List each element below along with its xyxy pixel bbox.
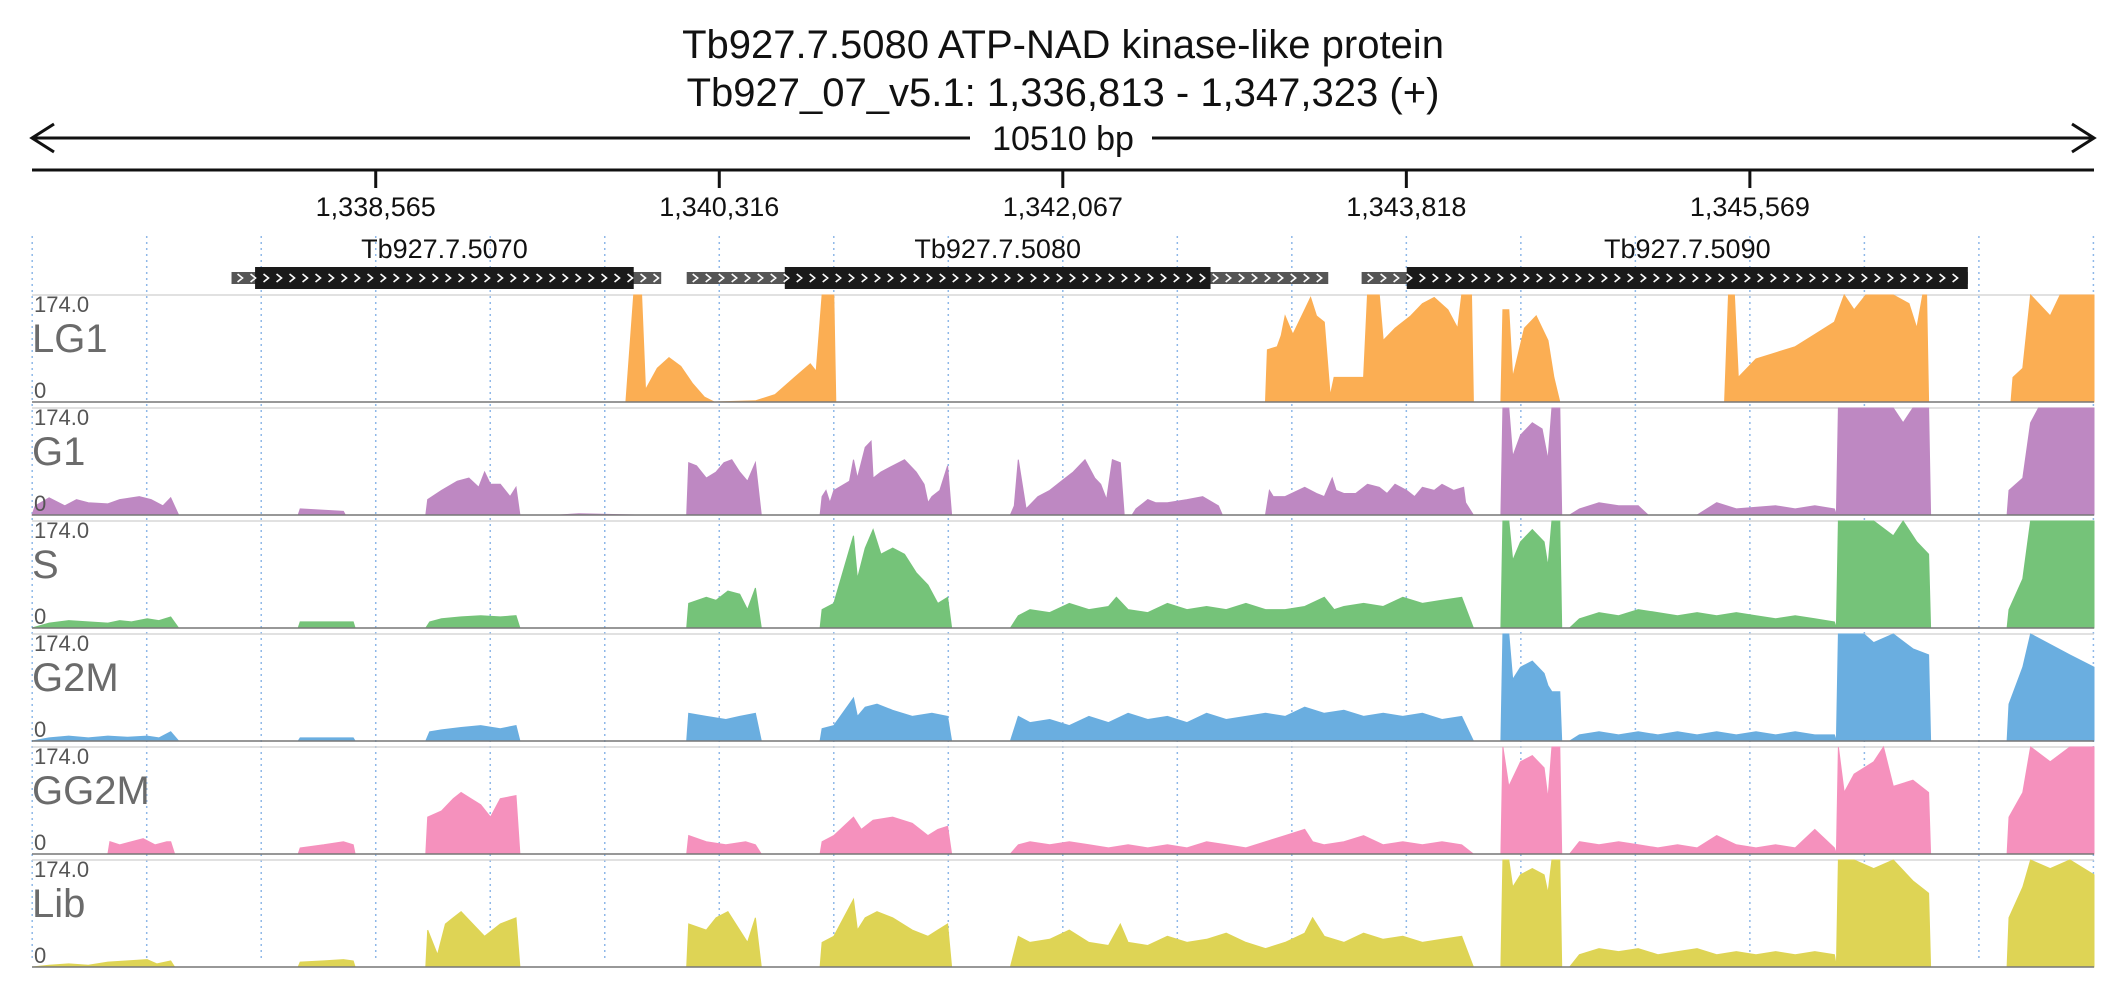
gene-strand-chevrons-1 bbox=[692, 273, 1323, 283]
span-label: 10510 bp bbox=[992, 120, 1134, 158]
coverage-area-Lib bbox=[31, 859, 2095, 968]
coverage-area-GG2M bbox=[32, 745, 2095, 855]
gene-annotations: Tb927.7.5070 Tb927.7.5080 Tb927.7.5090 bbox=[231, 234, 1968, 289]
track-name-3: G2M bbox=[32, 656, 119, 700]
track-max-label-0: 174.0 bbox=[34, 292, 89, 317]
span-arrow-head-left bbox=[29, 122, 55, 154]
track-min-label-5: 0 bbox=[34, 943, 46, 968]
track-min-label-3: 0 bbox=[34, 717, 46, 742]
track-S: 174.0S 0 bbox=[31, 518, 2095, 629]
ruler-tick-label-4: 1,345,569 bbox=[1690, 192, 1810, 222]
track-min-label-1: 0 bbox=[34, 491, 46, 516]
gene-label-0: Tb927.7.5070 bbox=[361, 234, 528, 264]
gene-cds-0 bbox=[255, 267, 634, 289]
track-name-2: S bbox=[32, 543, 59, 587]
gene-strand-chevrons-2 bbox=[1367, 273, 1959, 283]
gene-label-2: Tb927.7.5090 bbox=[1604, 234, 1771, 264]
track-max-label-3: 174.0 bbox=[34, 631, 89, 656]
ruler-tick-label-0: 1,338,565 bbox=[316, 192, 436, 222]
ruler-tick-label-1: 1,340,316 bbox=[659, 192, 779, 222]
figure-title: Tb927.7.5080 ATP-NAD kinase-like protein bbox=[682, 23, 1444, 67]
span-arrow: 10510 bp bbox=[29, 120, 2097, 158]
coverage-area-G1 bbox=[31, 407, 2095, 516]
track-max-label-4: 174.0 bbox=[34, 744, 89, 769]
track-max-label-5: 174.0 bbox=[34, 857, 89, 882]
gene-cds-2 bbox=[1406, 267, 1968, 289]
ruler-tick-label-2: 1,342,067 bbox=[1003, 192, 1123, 222]
track-name-1: G1 bbox=[32, 430, 85, 474]
track-min-label-2: 0 bbox=[34, 604, 46, 629]
track-max-label-1: 174.0 bbox=[34, 405, 89, 430]
gene-Tb927.7.5090[interactable]: Tb927.7.5090 bbox=[1361, 234, 1968, 289]
track-name-4: GG2M bbox=[32, 769, 150, 813]
gene-Tb927.7.5080[interactable]: Tb927.7.5080 bbox=[686, 234, 1329, 289]
gene-label-1: Tb927.7.5080 bbox=[914, 234, 1081, 264]
span-arrow-head-right bbox=[2071, 122, 2097, 154]
ruler-tick-label-3: 1,343,818 bbox=[1346, 192, 1466, 222]
figure-subtitle: Tb927_07_v5.1: 1,336,813 - 1,347,323 (+) bbox=[687, 71, 1440, 115]
ruler-ticks: 1,338,565 1,340,316 1,342,067 1,343,818 1,34… bbox=[316, 170, 1810, 222]
track-G1: 174.0G1 0 bbox=[31, 405, 2095, 516]
coverage-area-S bbox=[31, 520, 2095, 629]
track-name-5: Lib bbox=[32, 882, 85, 926]
coverage-area-G2M bbox=[31, 633, 2095, 742]
gene-Tb927.7.5070[interactable]: Tb927.7.5070 bbox=[231, 234, 662, 289]
track-name-0: LG1 bbox=[32, 317, 108, 361]
coverage-tracks: 174.0LG10174.0G10174.0S0174.0G2M0174.0GG… bbox=[31, 292, 2095, 968]
track-max-label-2: 174.0 bbox=[34, 518, 89, 543]
coverage-area-LG1 bbox=[625, 293, 2095, 403]
track-min-label-0: 0 bbox=[34, 378, 46, 403]
gene-strand-chevrons-0 bbox=[237, 273, 660, 283]
track-min-label-4: 0 bbox=[34, 830, 46, 855]
